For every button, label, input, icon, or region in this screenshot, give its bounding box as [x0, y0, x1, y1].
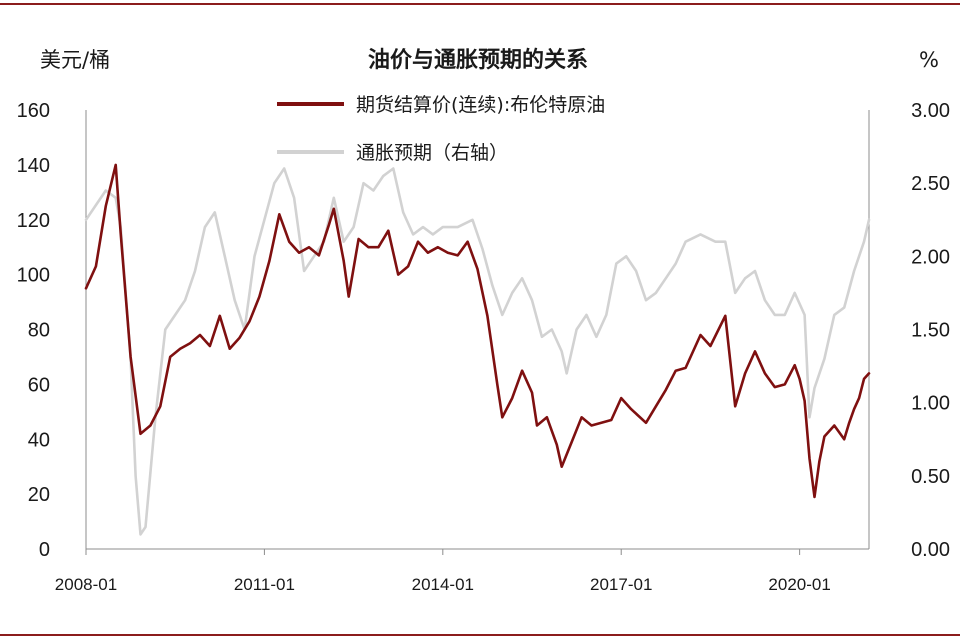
left-tick-label: 140: [17, 155, 50, 177]
right-tick-label: 2.00: [911, 246, 950, 268]
x-tick-label: 2014-01: [412, 575, 474, 594]
chart-title: 油价与通胀预期的关系: [368, 47, 588, 73]
left-tick-label: 40: [28, 429, 50, 451]
left-tick-label: 160: [17, 100, 50, 122]
left-tick-label: 100: [17, 265, 50, 287]
legend-label-brent: 期货结算价(连续):布伦特原油: [356, 94, 605, 116]
bottom-border: [0, 634, 960, 636]
right-tick-label: 2.50: [911, 173, 950, 195]
right-tick-label: 3.00: [911, 100, 950, 122]
left-axis-unit: 美元/桶: [40, 48, 110, 72]
right-tick-label: 1.50: [911, 320, 950, 342]
series-line-inflation: [84, 167, 871, 536]
left-tick-label: 60: [28, 374, 50, 396]
right-axis-unit: %: [919, 48, 939, 72]
series-layer: [84, 163, 871, 536]
x-tick-label: 2011-01: [234, 575, 295, 594]
left-axis: 0 20 40 60 80 100 120 140 160: [17, 100, 87, 561]
series-line-brent: [84, 163, 871, 499]
right-tick-label: 0.00: [911, 539, 950, 561]
x-tick-label: 2020-01: [768, 575, 830, 594]
legend-label-inflation: 通胀预期（右轴）: [356, 142, 508, 164]
x-tick-label: 2008-01: [55, 575, 117, 594]
left-tick-label: 80: [28, 320, 50, 342]
right-axis: 0.00 0.50 1.00 1.50 2.00 2.50 3.00: [868, 100, 950, 561]
right-tick-label: 1.00: [911, 393, 950, 415]
x-axis: 2008-01 2011-01 2014-01 2017-01 2020-01: [55, 548, 869, 594]
left-tick-label: 20: [28, 484, 50, 506]
legend: 期货结算价(连续):布伦特原油 通胀预期（右轴）: [277, 94, 605, 164]
x-tick-label: 2017-01: [590, 575, 652, 594]
left-tick-label: 120: [17, 210, 50, 232]
left-tick-label: 0: [39, 539, 50, 561]
right-tick-label: 0.50: [911, 466, 950, 488]
top-border: [0, 3, 960, 5]
